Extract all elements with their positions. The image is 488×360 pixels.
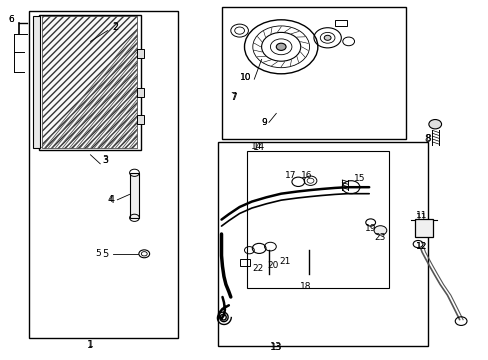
Circle shape	[276, 43, 285, 50]
Text: 2: 2	[112, 22, 118, 31]
Bar	[129, 173, 139, 218]
Text: 5: 5	[95, 249, 101, 258]
Text: 3: 3	[102, 156, 108, 165]
Bar	[39, 15, 141, 150]
Circle shape	[324, 35, 330, 40]
Text: 3: 3	[102, 155, 108, 165]
Text: 4: 4	[108, 195, 114, 205]
Text: 9: 9	[261, 118, 266, 127]
Text: 23: 23	[374, 233, 386, 242]
Bar	[137, 49, 143, 58]
Text: 20: 20	[266, 261, 278, 270]
Bar	[239, 259, 250, 266]
Bar	[334, 20, 346, 26]
Text: 10: 10	[239, 73, 251, 82]
Text: 11: 11	[415, 213, 427, 222]
Text: 8: 8	[424, 134, 430, 144]
Bar	[33, 16, 40, 148]
Bar	[137, 89, 143, 98]
Bar	[222, 7, 405, 139]
Text: 2: 2	[112, 22, 118, 32]
Text: 22: 22	[251, 264, 263, 273]
Text: 21: 21	[279, 256, 290, 265]
Text: 14: 14	[250, 142, 262, 151]
Text: 6: 6	[8, 15, 14, 24]
Bar	[217, 142, 427, 346]
Text: 6: 6	[8, 15, 14, 24]
Text: 11: 11	[415, 211, 427, 220]
Text: 13: 13	[270, 343, 282, 352]
Bar	[246, 151, 388, 288]
Text: 1: 1	[87, 340, 93, 350]
Text: 14: 14	[252, 142, 265, 152]
Text: 7: 7	[230, 93, 236, 102]
Text: 16: 16	[300, 171, 312, 180]
Circle shape	[373, 226, 386, 235]
Text: 15: 15	[353, 174, 365, 183]
Circle shape	[428, 120, 441, 129]
Text: 1: 1	[87, 341, 93, 349]
Text: 18: 18	[299, 282, 311, 291]
Bar	[137, 115, 143, 124]
Text: 17: 17	[285, 171, 296, 180]
Bar	[41, 16, 137, 148]
Text: 8: 8	[424, 134, 430, 143]
Text: 10: 10	[239, 73, 251, 82]
Text: 5: 5	[102, 249, 108, 259]
Bar	[29, 11, 178, 338]
Text: 9: 9	[261, 118, 266, 127]
Text: 4: 4	[107, 195, 113, 204]
Text: 12: 12	[415, 242, 427, 251]
Text: 13: 13	[269, 342, 282, 352]
Text: 7: 7	[230, 92, 236, 102]
Bar	[414, 219, 432, 237]
Text: 19: 19	[364, 224, 376, 233]
Text: 12: 12	[415, 242, 427, 251]
